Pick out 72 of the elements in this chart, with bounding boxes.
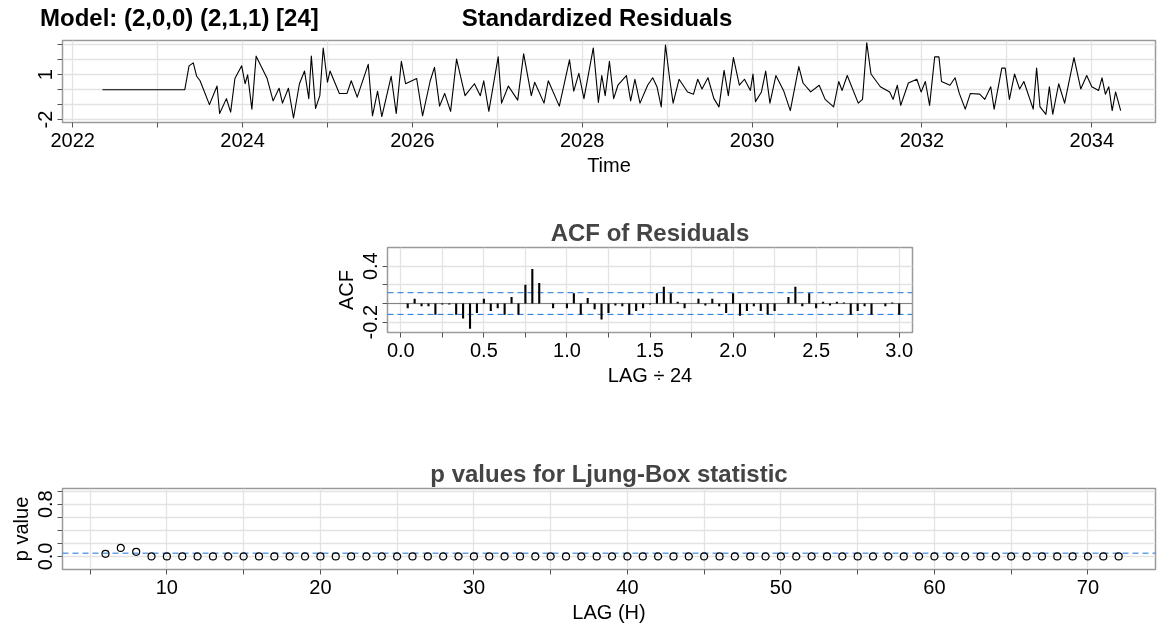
bar	[725, 303, 728, 313]
bar	[898, 303, 901, 315]
bar	[669, 293, 672, 304]
bar	[468, 303, 472, 329]
bar	[794, 286, 797, 304]
bar	[434, 303, 437, 315]
x-tick-label: 1.0	[553, 338, 581, 361]
chart-title: p values for Ljung-Box statistic	[430, 459, 788, 487]
x-tick-label: 40	[616, 575, 639, 598]
x-tick-label: 2024	[220, 128, 265, 151]
bar	[572, 293, 575, 304]
bar	[655, 293, 658, 304]
bar	[538, 282, 541, 304]
bar	[787, 297, 790, 304]
bar	[524, 284, 527, 304]
bar	[482, 298, 485, 304]
y-tick-label: -2	[34, 110, 57, 129]
bar	[711, 298, 714, 304]
bar	[697, 298, 700, 304]
y-tick-label: -0.2	[359, 304, 382, 340]
x-tick-label: 2.0	[719, 338, 747, 361]
x-tick-label: 2026	[390, 128, 435, 151]
bar	[586, 297, 589, 304]
chart-title: ACF of Residuals	[550, 218, 750, 246]
x-tick-label: 2032	[899, 128, 945, 151]
x-tick-label: 0.5	[469, 338, 498, 361]
bar	[808, 293, 811, 304]
x-tick-label: 3.0	[885, 338, 914, 361]
x-tick-label: 30	[462, 575, 486, 598]
bar	[738, 303, 742, 316]
bar	[766, 303, 769, 315]
x-tick-label: 50	[769, 575, 793, 598]
x-tick-label: 60	[923, 575, 946, 598]
x-axis-title: LAG ÷ 24	[607, 363, 693, 386]
bar	[462, 303, 465, 319]
x-tick-label: 2028	[560, 128, 605, 151]
bar	[503, 303, 506, 315]
x-tick-label: 0.0	[386, 338, 415, 361]
x-axis-title: Time	[587, 153, 631, 176]
x-tick-label: 1.5	[636, 338, 664, 361]
y-tick-label: 0.8	[34, 490, 57, 519]
bar	[531, 268, 534, 304]
bar	[628, 303, 631, 315]
bar	[517, 303, 520, 315]
x-tick-label: 2030	[729, 128, 775, 151]
line-series	[101, 42, 1122, 119]
bar	[607, 303, 610, 313]
bar	[455, 303, 458, 315]
chart-subtitle: Model: (2,0,0) (2,1,1) [24]	[40, 3, 319, 33]
x-tick-label: 20	[309, 575, 332, 598]
x-tick-label: 2034	[1069, 128, 1115, 151]
x-axis-title: LAG (H)	[572, 600, 646, 623]
bar	[510, 297, 513, 304]
y-tick-label: 0.0	[34, 542, 57, 571]
bar	[849, 303, 852, 315]
bar	[870, 303, 873, 315]
x-tick-label: 2.5	[802, 338, 831, 361]
bar	[413, 298, 416, 304]
y-axis-title: p value	[9, 496, 32, 562]
bar	[427, 303, 430, 307]
y-axis-title: ACF	[334, 270, 357, 310]
x-tick-label: 2022	[50, 128, 95, 151]
bar	[662, 286, 665, 304]
chart-title: Standardized Residuals	[461, 3, 733, 33]
x-tick-label: 10	[155, 575, 179, 598]
x-tick-label: 70	[1076, 575, 1100, 598]
bar	[475, 303, 478, 313]
y-tick-label: 1	[34, 69, 57, 81]
bar	[579, 303, 582, 315]
y-tick-label: 0.4	[359, 252, 382, 281]
bar	[600, 303, 603, 320]
bar	[732, 293, 735, 304]
